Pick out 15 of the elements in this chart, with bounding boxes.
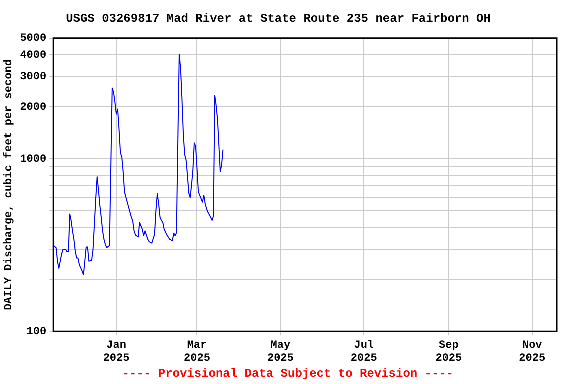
y-tick-label: 1000 (20, 154, 47, 166)
y-tick-label: 2000 (20, 102, 47, 114)
y-tick-label: 4000 (20, 50, 47, 62)
x-tick-label: Mar 2025 (184, 340, 211, 366)
y-tick-label: 5000 (20, 33, 47, 46)
chart-title: USGS 03269817 Mad River at State Route 235 near Fairborn OH (66, 12, 491, 26)
x-tick-label: Jan 2025 (103, 340, 130, 366)
y-tick-label: 100 (26, 326, 47, 338)
text: ---- Provisional Data Subject to Revision ---- (121, 367, 455, 381)
x-tick-label: May 2025 (267, 340, 294, 366)
x-tick-label: Sep 2025 (436, 340, 463, 366)
x-tick-label: Nov 2025 (519, 340, 546, 366)
y-tick-label: 3000 (20, 71, 47, 84)
y-axis-title: DAILY Discharge, cubic feet per second (2, 60, 16, 310)
x-tick-label: Jul 2025 (350, 340, 378, 366)
